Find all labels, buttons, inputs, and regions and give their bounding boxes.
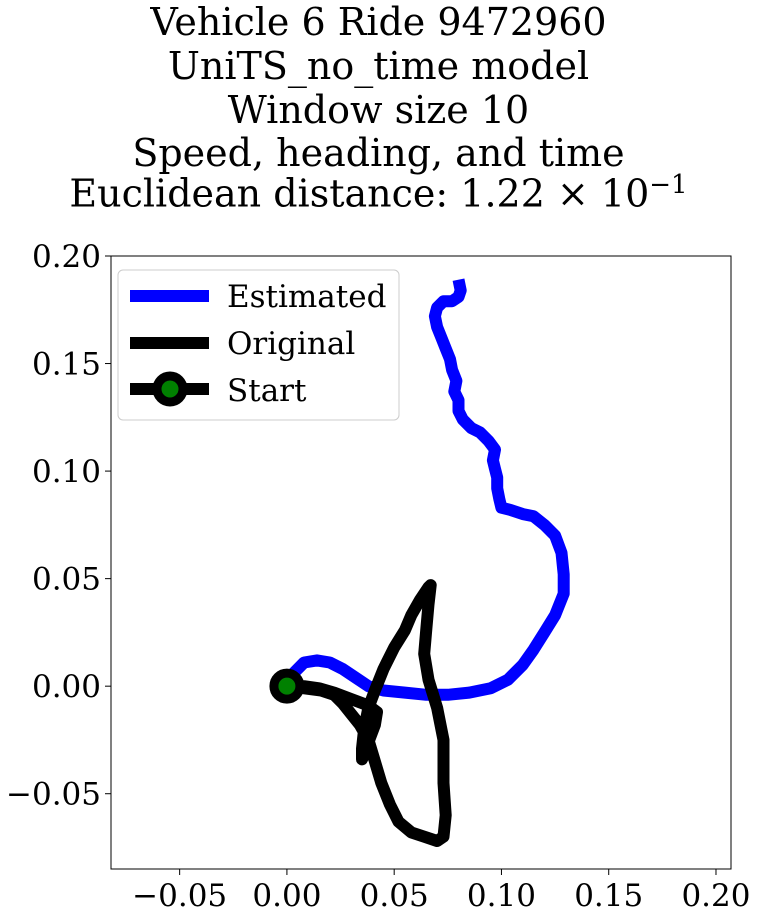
title-exponent-base: 10 <box>600 171 650 216</box>
x-tick-label: −0.05 <box>132 878 227 914</box>
legend-box <box>117 269 400 421</box>
x-tick-label: 0.15 <box>574 878 643 914</box>
title-metric-text: Euclidean distance: 1.22 <box>69 171 545 216</box>
chart-title-line-5: Euclidean distance: 1.22 × 10−1 <box>0 172 757 213</box>
series-layer <box>269 278 570 847</box>
chart-title-line-4: Speed, heading, and time <box>132 131 625 175</box>
title-times-symbol: × <box>556 171 589 216</box>
start-marker <box>269 668 305 704</box>
x-axis: −0.05 0.00 0.05 0.10 0.15 0.20 <box>132 869 750 914</box>
title-exponent: −1 <box>649 170 688 200</box>
x-tick-label: 0.00 <box>252 878 321 914</box>
chart-title-line-3: Window size 10 <box>227 88 530 132</box>
legend-label-start: Start <box>227 373 307 409</box>
legend-swatch-start-marker <box>152 371 188 407</box>
y-tick-label: 0.00 <box>32 669 101 705</box>
x-tick-label: 0.05 <box>360 878 429 914</box>
legend-label-original: Original <box>227 326 355 362</box>
y-tick-label: 0.20 <box>32 239 101 275</box>
y-tick-label: 0.15 <box>32 347 101 383</box>
legend: Estimated Original Start <box>117 269 400 421</box>
chart-title-line-2: UniTS_no_time model <box>167 44 590 88</box>
y-tick-label: −0.05 <box>6 777 101 813</box>
y-tick-label: 0.10 <box>32 454 101 490</box>
chart-title-line-1: Vehicle 6 Ride 9472960 <box>150 0 607 44</box>
y-axis: −0.05 0.00 0.05 0.10 0.15 0.20 <box>6 239 111 813</box>
series-line-estimated <box>281 278 570 701</box>
legend-label-estimated: Estimated <box>227 279 386 315</box>
series-line-original <box>286 579 452 847</box>
x-tick-label: 0.20 <box>681 878 750 914</box>
plot-frame <box>110 255 732 870</box>
x-tick-label: 0.10 <box>467 878 536 914</box>
y-tick-label: 0.05 <box>32 562 101 598</box>
